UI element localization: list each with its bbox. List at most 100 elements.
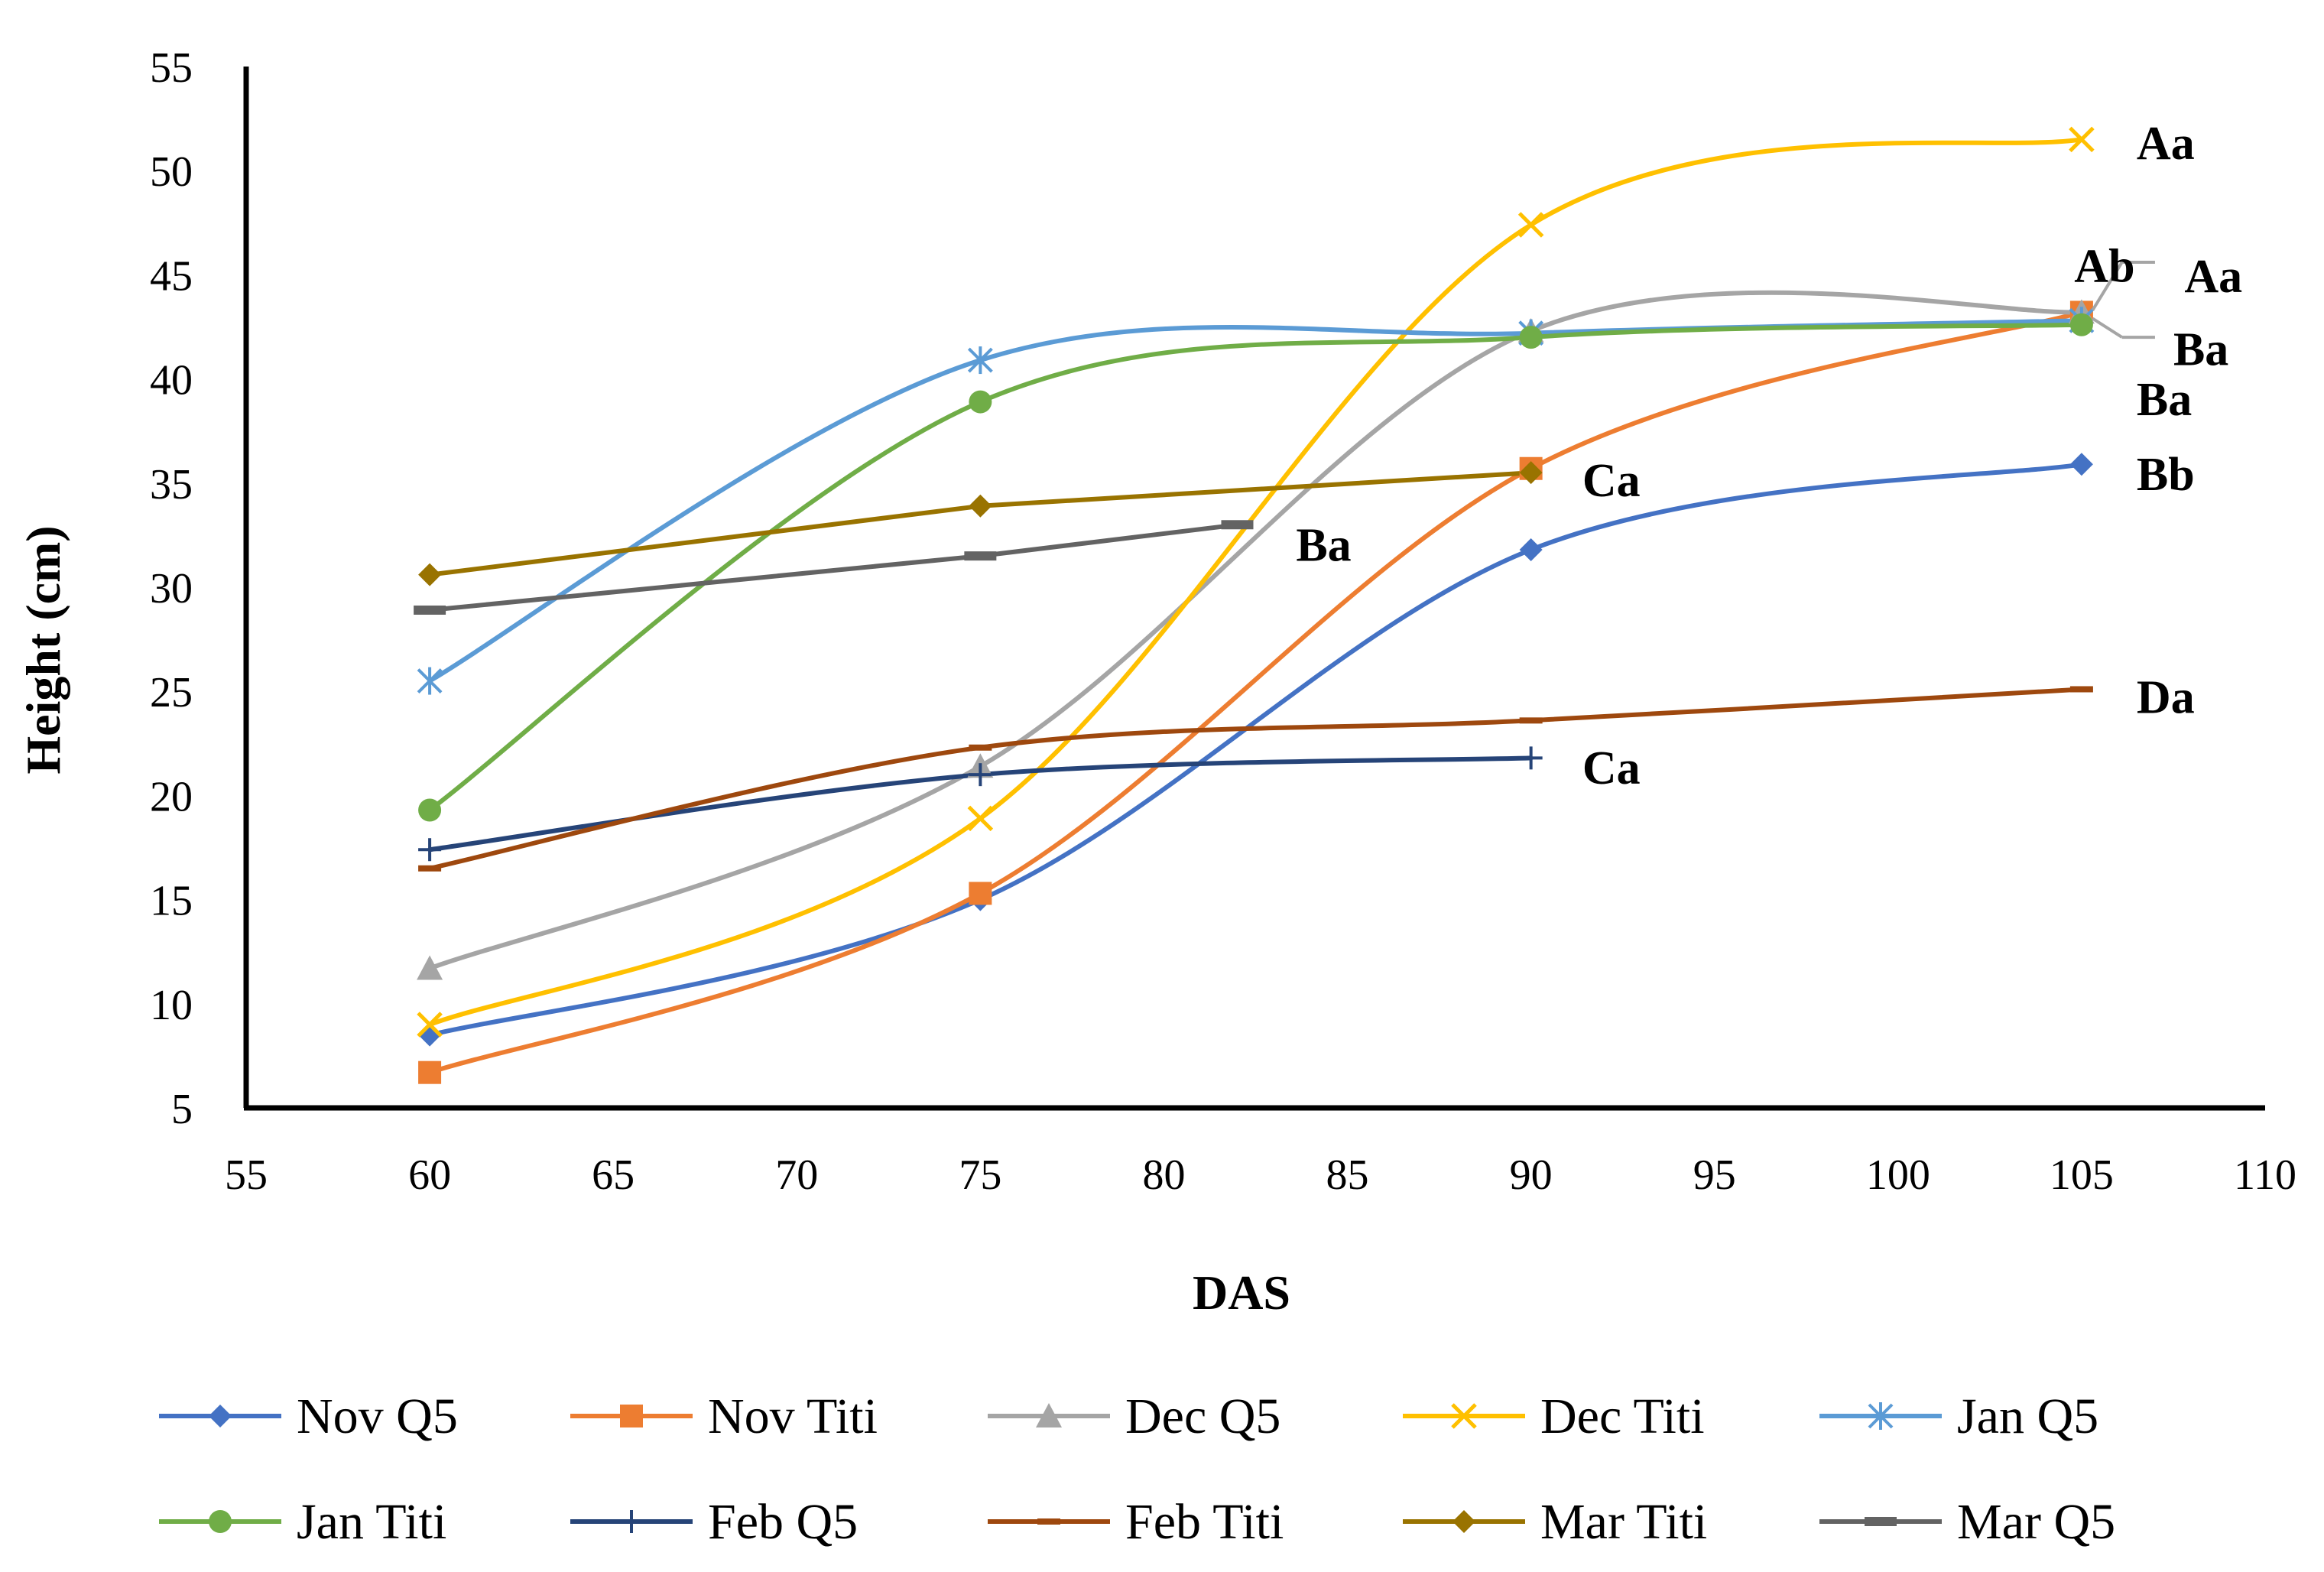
marker-bar (1221, 520, 1254, 530)
annotation-label: Ab (2074, 241, 2134, 293)
legend-label: Jan Titi (297, 1494, 446, 1550)
marker-x-stroke (967, 805, 994, 832)
marker-diamond (969, 494, 992, 518)
x-axis-title: DAS (1193, 1265, 1290, 1320)
marker-dash (1519, 717, 1543, 724)
series-line-jan-q5 (427, 318, 2084, 684)
annotation-leader-line (2091, 261, 2124, 311)
x-tick-label: 90 (1510, 1151, 1553, 1199)
annotation-leader-line (2092, 317, 2123, 339)
marker-bar (964, 551, 997, 561)
marker-dash (1037, 1518, 1060, 1525)
x-tick-label: 60 (408, 1151, 451, 1199)
series-line-feb-titi (427, 687, 2084, 871)
series-line-dec-q5 (427, 290, 2084, 971)
marker-x (417, 1012, 443, 1038)
legend-label: Jan Q5 (1957, 1388, 2098, 1444)
legend-item-nov-q5: Nov Q5 (159, 1388, 458, 1444)
legend-label: Dec Q5 (1125, 1388, 1280, 1444)
legend-item-feb-q5: Feb Q5 (570, 1494, 858, 1550)
marker-star (967, 346, 993, 375)
x-tick-label: 85 (1326, 1151, 1369, 1199)
x-tick-label: 100 (1866, 1151, 1930, 1199)
legend-label: Nov Titi (708, 1388, 878, 1444)
legend-label: Dec Titi (1540, 1388, 1705, 1444)
annotation-label: Da (2137, 671, 2195, 723)
y-tick-label: 5 (171, 1086, 193, 1133)
annotation-label: Aa (2137, 118, 2195, 170)
legend-item-dec-q5: Dec Q5 (988, 1388, 1280, 1444)
marker-diamond (209, 1405, 232, 1427)
marker-x-stroke (417, 1012, 443, 1038)
marker-x (1517, 212, 1544, 238)
marker-diamond (2069, 453, 2093, 476)
series-line-nov-titi (427, 310, 2084, 1075)
marker-square (418, 1060, 442, 1084)
marker-dash (2069, 686, 2093, 693)
marker-circle (418, 798, 442, 822)
annotation-label: Aa (2184, 251, 2242, 303)
annotation-label: Ba (1296, 520, 1351, 572)
tick-labels: 55 60 65 70 75 80 85 90 95 100 105 110 5 10 15 20 25 30 35… (150, 44, 2296, 1199)
marker-circle (969, 390, 992, 414)
marker-bar (1865, 1517, 1897, 1526)
marker-triangle (417, 955, 443, 980)
legend-item-jan-titi: Jan Titi (159, 1494, 446, 1550)
marker-diamond (418, 563, 442, 586)
y-tick-label: 10 (150, 982, 193, 1029)
annotation-label: Bb (2137, 449, 2195, 501)
marker-triangle (1036, 1403, 1062, 1427)
x-tick-label: 70 (775, 1151, 818, 1199)
y-axis-title: Height (cm) (16, 525, 70, 774)
x-tick-label: 65 (592, 1151, 635, 1199)
legend-label: Mar Q5 (1957, 1494, 2115, 1550)
y-tick-label: 20 (150, 773, 193, 820)
y-tick-label: 35 (150, 461, 193, 508)
marker-square (620, 1405, 643, 1427)
marker-plus (620, 1510, 643, 1533)
x-tick-label: 95 (1693, 1151, 1736, 1199)
marker-x (2069, 126, 2095, 153)
y-tick-label: 50 (150, 148, 193, 196)
legend-item-dec-titi: Dec Titi (1403, 1388, 1705, 1444)
marker-plus (1519, 746, 1543, 770)
y-tick-label: 45 (150, 252, 193, 300)
marker-x (967, 805, 994, 832)
legend: Nov Q5 Nov Titi Dec Q5 Dec Titi Jan Q5 Jan Ti… (159, 1388, 2115, 1550)
marker-plus (969, 763, 992, 787)
y-tick-label: 55 (150, 44, 193, 92)
x-tick-label: 75 (959, 1151, 1001, 1199)
marker-plus (418, 838, 442, 862)
marker-diamond (1519, 461, 1543, 485)
series-line-nov-q5 (427, 462, 2084, 1038)
series-line-jan-titi (427, 322, 2084, 813)
x-tick-label: 105 (2050, 1151, 2114, 1199)
x-tick-label: 55 (225, 1151, 268, 1199)
marker-square (969, 882, 992, 905)
legend-label: Mar Titi (1540, 1494, 1707, 1550)
x-tick-label: 110 (2234, 1151, 2296, 1199)
series-markers (414, 126, 2095, 1084)
marker-x-stroke (1451, 1403, 1477, 1429)
legend-label: Feb Q5 (708, 1494, 858, 1550)
y-tick-label: 15 (150, 878, 193, 925)
marker-circle (209, 1510, 232, 1533)
marker-bar (414, 605, 446, 615)
marker-circle (2069, 313, 2093, 336)
marker-x-stroke (1517, 212, 1544, 238)
legend-item-nov-titi: Nov Titi (570, 1388, 878, 1444)
marker-dash (418, 865, 442, 872)
axes (243, 67, 2265, 1111)
legend-item-jan-q5: Jan Q5 (1819, 1388, 2098, 1444)
x-tick-label: 80 (1142, 1151, 1185, 1199)
annotation-label: Ba (2173, 323, 2228, 375)
series-lines (427, 137, 2084, 1075)
annotation-label: Ca (1582, 742, 1641, 794)
annotation-label: Ba (2137, 374, 2192, 426)
series-line-mar-q5 (427, 522, 1240, 612)
marker-circle (1519, 326, 1543, 349)
legend-item-mar-titi: Mar Titi (1403, 1494, 1707, 1550)
